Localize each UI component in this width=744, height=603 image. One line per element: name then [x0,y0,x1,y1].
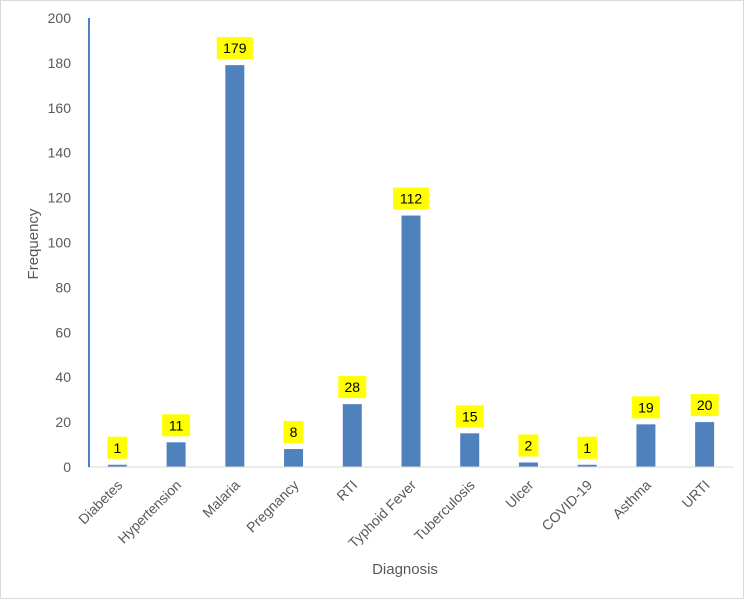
y-tick-label: 80 [55,279,71,295]
bars [107,65,715,468]
bar [636,424,656,467]
y-tick-label: 0 [63,459,71,475]
x-tick-label: Asthma [609,477,654,522]
bar [460,433,480,467]
data-label: 15 [455,405,484,428]
data-label-box [455,405,484,428]
data-label-box [393,187,429,210]
data-label-text: 1 [583,440,591,456]
x-axis-title: Diagnosis [372,561,438,578]
data-label-text: 19 [638,399,654,415]
data-label: 19 [631,396,660,419]
data-label: 1 [577,436,598,459]
x-tick-label: URTI [679,477,713,511]
y-tick-label: 40 [55,369,71,385]
y-axis-ticks: 0 20 40 60 80 100 120 140 160 180 200 [48,10,72,475]
bar [577,464,597,467]
y-tick-label: 120 [48,190,72,206]
bar [401,215,421,467]
bar [107,464,127,467]
x-tick-label: Ulcer [502,477,537,512]
data-label-text: 2 [525,438,533,454]
data-label-box [162,414,191,437]
data-label: 2 [518,434,539,457]
y-tick-label: 100 [48,235,72,251]
data-label-box [216,37,253,60]
data-label: 1 [107,436,128,459]
data-label: 8 [283,421,304,444]
data-label-text: 15 [462,408,478,424]
data-label-text: 28 [344,379,360,395]
data-label-text: 11 [169,417,184,433]
data-label-text: 112 [400,191,423,207]
y-tick-label: 20 [55,414,71,430]
x-tick-label: RTI [333,477,360,504]
y-axis-title: Frequency [25,208,42,279]
bar [284,449,304,467]
x-tick-label: Malaria [199,477,243,521]
data-label-text: 179 [223,40,247,56]
data-label: 179 [216,37,253,60]
x-tick-label: COVID-19 [538,477,595,534]
data-label: 20 [690,394,719,417]
x-tick-label: Pregnancy [243,477,302,536]
x-tick-label: Tuberculosis [411,477,478,544]
y-tick-label: 140 [48,145,72,161]
bar [166,442,186,467]
y-tick-label: 60 [55,324,71,340]
data-label-text: 8 [290,424,298,440]
bar [225,65,245,468]
bar [695,422,715,467]
data-label: 11 [162,414,191,437]
y-tick-label: 180 [48,55,72,71]
y-tick-label: 160 [48,100,72,116]
bar [342,404,362,467]
data-label: 112 [393,187,429,210]
x-tick-label: Diabetes [75,477,125,527]
data-label-box [338,376,367,399]
data-label-box [107,436,128,459]
data-label-box [690,394,719,417]
x-tick-label: Hypertension [115,477,185,547]
data-label-box [631,396,660,419]
y-tick-label: 200 [48,10,72,26]
data-label: 28 [338,376,367,399]
data-label-box [577,436,598,459]
bar [518,462,538,467]
data-label-box [283,421,304,444]
data-label-text: 1 [113,440,121,456]
data-label-text: 20 [697,397,713,413]
data-label-box [518,434,539,457]
